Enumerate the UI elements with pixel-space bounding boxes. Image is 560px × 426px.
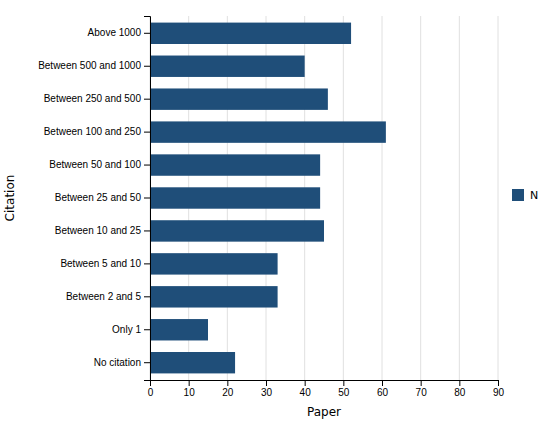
- y-tick: Above 1000: [88, 27, 150, 38]
- x-tick-mark: [227, 380, 228, 386]
- y-tick: Between 25 and 50: [55, 192, 150, 203]
- y-tick: Between 50 and 100: [49, 159, 150, 170]
- y-tick-label: Above 1000: [88, 27, 142, 38]
- x-axis: 0 10 20 30 40 50 60 70 80 90: [148, 380, 505, 398]
- bar: [150, 23, 351, 44]
- legend: N: [512, 189, 538, 202]
- y-tick-mark: [144, 165, 150, 166]
- y-tick-label: Between 10 and 25: [55, 225, 142, 236]
- y-tick: Between 10 and 25: [55, 225, 150, 236]
- y-tick-label: Between 5 and 10: [60, 258, 141, 269]
- bar: [150, 319, 208, 340]
- x-tick-mark: [189, 380, 190, 386]
- x-tick-label: 90: [493, 387, 505, 398]
- x-tick: 50: [338, 380, 350, 398]
- bar: [150, 286, 278, 307]
- y-tick-mark: [144, 66, 150, 67]
- x-tick-label: 80: [454, 387, 466, 398]
- x-axis-line: [151, 381, 499, 387]
- x-tick-mark: [421, 380, 422, 386]
- x-tick: 60: [377, 380, 389, 398]
- x-tick-mark: [382, 380, 383, 386]
- y-tick: Between 250 and 500: [44, 93, 150, 104]
- y-tick-label: Between 25 and 50: [55, 192, 142, 203]
- bar: [150, 220, 324, 241]
- y-tick-label: Between 2 and 5: [66, 291, 141, 302]
- x-tick: 20: [222, 380, 234, 398]
- y-axis: Above 1000 Between 500 and 1000 Between 25…: [38, 17, 150, 381]
- bar: [150, 56, 305, 77]
- grid-line: [420, 16, 421, 380]
- bar: [150, 253, 278, 274]
- grid: [150, 16, 498, 380]
- x-tick-mark: [305, 380, 306, 386]
- bars: [150, 23, 386, 374]
- y-tick: No citation: [94, 357, 150, 368]
- x-tick-mark: [498, 380, 499, 386]
- y-tick: Only 1: [112, 324, 150, 335]
- x-tick: 80: [454, 380, 466, 398]
- x-tick-label: 20: [222, 387, 234, 398]
- y-tick-label: Between 50 and 100: [49, 159, 141, 170]
- x-tick: 30: [261, 380, 273, 398]
- y-tick-mark: [144, 296, 150, 297]
- chart-container: 0 10 20 30 40 50 60 70 80 90 Above 1000 Between 500…: [0, 0, 560, 426]
- x-tick: 40: [300, 380, 312, 398]
- bar: [150, 88, 328, 109]
- y-axis-line: [144, 17, 151, 381]
- x-tick-mark: [459, 380, 460, 386]
- x-tick-mark: [266, 380, 267, 386]
- x-tick-label: 70: [416, 387, 428, 398]
- grid-line: [343, 16, 344, 380]
- x-tick-label: 30: [261, 387, 273, 398]
- chart-svg: 0 10 20 30 40 50 60 70 80 90 Above 1000 Between 500…: [0, 0, 560, 426]
- y-tick-mark: [144, 230, 150, 231]
- y-tick-mark: [144, 329, 150, 330]
- y-tick: Between 2 and 5: [66, 291, 150, 302]
- y-tick-mark: [144, 198, 150, 199]
- bar: [150, 352, 235, 373]
- plot-area: 0 10 20 30 40 50 60 70 80 90 Above 1000 Between 500…: [38, 16, 504, 398]
- x-tick: 0: [148, 380, 154, 398]
- x-axis-title: Paper: [307, 405, 341, 419]
- y-tick-label: Between 500 and 1000: [38, 60, 141, 71]
- y-tick-label: Between 250 and 500: [44, 93, 142, 104]
- y-axis-title: Citation: [3, 175, 17, 222]
- grid-line: [459, 16, 460, 380]
- x-tick-label: 0: [148, 387, 154, 398]
- y-tick-mark: [144, 33, 150, 34]
- y-tick-mark: [144, 263, 150, 264]
- y-tick-label: Only 1: [112, 324, 141, 335]
- y-tick-mark: [144, 132, 150, 133]
- grid-line: [382, 16, 383, 380]
- y-tick-label: Between 100 and 250: [44, 126, 142, 137]
- bar: [150, 121, 386, 142]
- x-tick-label: 40: [300, 387, 312, 398]
- bar: [150, 187, 320, 208]
- x-tick-label: 60: [377, 387, 389, 398]
- y-tick-mark: [144, 362, 150, 363]
- x-tick: 70: [416, 380, 428, 398]
- y-tick: Between 5 and 10: [60, 258, 150, 269]
- x-tick-label: 10: [184, 387, 196, 398]
- grid-line: [498, 16, 499, 380]
- legend-item: N: [512, 189, 538, 202]
- legend-swatch: [512, 189, 524, 201]
- x-tick-label: 50: [338, 387, 350, 398]
- x-tick: 10: [184, 380, 196, 398]
- y-tick: Between 100 and 250: [44, 126, 150, 137]
- x-tick-mark: [343, 380, 344, 386]
- legend-label: N: [530, 189, 538, 202]
- bar: [150, 154, 320, 175]
- x-tick: 90: [493, 380, 505, 398]
- y-tick-label: No citation: [94, 357, 141, 368]
- y-tick-mark: [144, 99, 150, 100]
- y-tick: Between 500 and 1000: [38, 60, 150, 71]
